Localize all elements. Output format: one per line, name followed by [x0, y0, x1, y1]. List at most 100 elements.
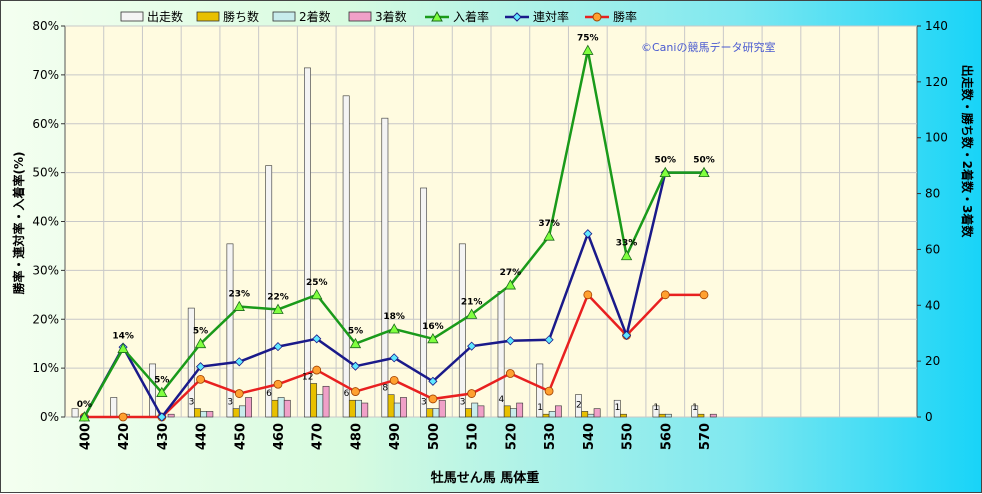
left-tick-label: 10%	[32, 361, 59, 375]
x-tick-label: 500	[427, 423, 442, 450]
bar-勝ち数	[620, 413, 627, 418]
bar-3着数	[206, 411, 214, 418]
marker-入着率	[659, 166, 671, 178]
bar-勝ち数	[271, 399, 279, 418]
bar-勝ち数	[310, 383, 318, 418]
bar-data-label: 1	[615, 403, 621, 413]
line-data-label: 21%	[461, 297, 483, 307]
right-tick-label: 80	[925, 187, 940, 201]
bar-出走数	[691, 405, 699, 418]
bar-3着数	[516, 402, 524, 418]
bar-2着数	[316, 394, 324, 418]
line-data-label: 14%	[112, 332, 134, 342]
left-tick-label: 50%	[32, 166, 59, 180]
line-data-label: 25%	[306, 278, 328, 288]
legend-label: 勝率	[613, 9, 637, 24]
marker-入着率	[698, 166, 710, 178]
bar-出走数	[575, 394, 582, 418]
marker-勝率	[428, 394, 438, 404]
bar-2着数	[471, 402, 479, 418]
bar-出走数	[613, 399, 621, 418]
marker-連対率	[157, 412, 167, 422]
bar-3着数	[477, 405, 485, 418]
x-tick-label: 560	[659, 423, 674, 450]
bar-勝ち数	[465, 408, 472, 418]
bar-data-label: 3	[460, 398, 466, 408]
line-data-label: 5%	[193, 327, 208, 337]
bar-data-label: 6	[266, 389, 272, 399]
legend-swatch	[272, 11, 296, 22]
bar-勝ち数	[194, 408, 201, 418]
marker-入着率	[194, 337, 207, 349]
legend-marker	[431, 10, 443, 22]
bar-data-label: 3	[227, 398, 233, 408]
bar-勝ち数	[581, 411, 589, 418]
bar-出走数	[458, 243, 466, 418]
bar-勝ち数	[697, 413, 705, 418]
right-tick-label: 40	[925, 298, 940, 312]
marker-入着率	[117, 342, 129, 353]
bar-出走数	[304, 67, 311, 418]
bar-2着数	[664, 413, 672, 418]
legend-marker	[592, 12, 602, 22]
line-data-label: 33%	[616, 239, 638, 249]
marker-連対率	[467, 341, 477, 351]
x-tick-label: 440	[195, 423, 210, 450]
marker-勝率	[312, 365, 322, 375]
bar-出走数	[536, 363, 544, 418]
bar-勝ち数	[348, 399, 356, 418]
marker-入着率	[582, 44, 594, 55]
x-tick-label: 550	[621, 423, 636, 450]
right-axis-title: 出走数・勝ち数・2着数・3着数	[960, 65, 975, 239]
marker-連対率	[428, 376, 438, 386]
marker-勝率	[234, 389, 244, 398]
legend-label: 出走数	[147, 9, 183, 24]
marker-連対率	[350, 361, 361, 371]
line-data-label: 50%	[693, 156, 715, 166]
x-tick-label: 520	[504, 423, 519, 450]
bar-勝ち数	[426, 408, 434, 418]
line-data-label: 23%	[228, 290, 250, 300]
x-tick-label: 490	[388, 423, 403, 450]
marker-入着率	[388, 323, 400, 334]
line-data-label: 50%	[654, 156, 676, 166]
left-tick-label: 70%	[32, 68, 59, 82]
marker-連対率	[621, 330, 632, 340]
marker-勝率	[273, 379, 283, 389]
marker-勝率	[660, 290, 670, 300]
x-tick-label: 480	[349, 423, 364, 450]
bar-勝ち数	[542, 413, 550, 418]
bar-勝ち数	[658, 413, 666, 418]
bar-3着数	[322, 385, 330, 418]
left-tick-label: 60%	[32, 117, 59, 131]
bar-出走数	[652, 405, 660, 418]
legend-label: 連対率	[533, 9, 569, 24]
marker-入着率	[349, 337, 362, 349]
line-data-label: 5%	[154, 376, 169, 386]
axes-group: 0%10%20%30%40%50%60%70%80%02040608010012…	[32, 19, 948, 450]
x-tick-label: 540	[582, 423, 597, 450]
x-axis-title: 牡馬せん馬 馬体重	[431, 470, 540, 486]
bar-group	[71, 67, 717, 418]
line-data-label: 27%	[500, 268, 522, 278]
line-data-label: 22%	[267, 292, 289, 302]
left-tick-label: 40%	[32, 215, 59, 229]
marker-連対率	[195, 362, 206, 372]
marker-入着率	[272, 303, 284, 314]
legend-label: 勝ち数	[223, 9, 259, 24]
bar-出走数	[381, 117, 389, 418]
bar-data-label: 2	[576, 400, 582, 410]
x-tick-label: 450	[233, 423, 248, 450]
x-tick-label: 470	[311, 423, 326, 450]
bar-出走数	[110, 397, 118, 418]
marker-入着率	[465, 308, 478, 319]
line-data-label: 0%	[77, 400, 92, 410]
bar-2着数	[432, 408, 440, 418]
marker-連対率	[312, 334, 322, 344]
x-tick-label: 420	[117, 423, 132, 450]
marker-勝率	[544, 386, 554, 396]
bar-2着数	[355, 399, 362, 418]
legend-swatch	[120, 11, 144, 22]
marker-勝率	[467, 389, 477, 398]
